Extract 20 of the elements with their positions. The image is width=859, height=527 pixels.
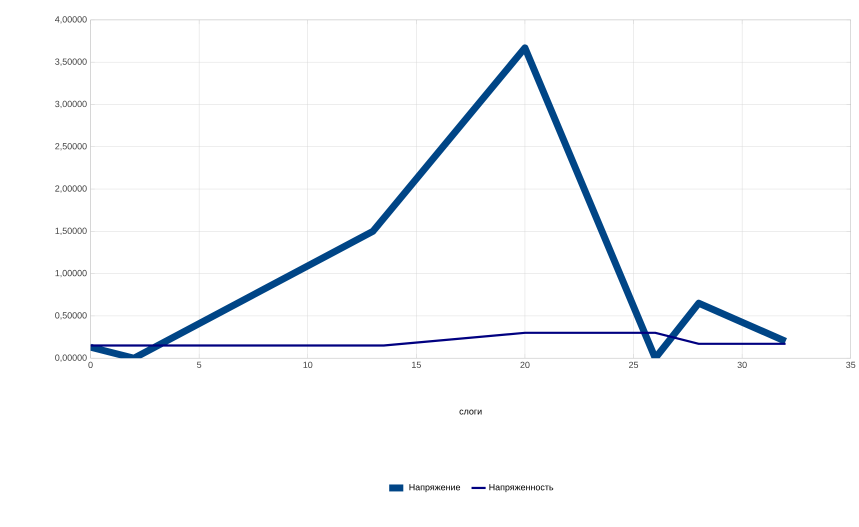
y-tick-label: 0,50000 [55,312,87,320]
y-tick-label: 2,50000 [55,142,87,150]
x-axis-title: слоги [460,409,482,414]
x-tick-label: 25 [629,362,638,368]
x-tick-label: 10 [303,362,312,368]
y-tick-label: 1,00000 [55,270,87,278]
y-tick-label: 1,50000 [55,227,87,235]
legend-label: Напряженность [489,484,554,492]
x-tick-label: 0 [88,362,93,368]
x-tick-label: 30 [738,362,747,368]
y-tick-label: 3,00000 [55,100,87,108]
legend-label: Напряжение [410,484,460,492]
x-tick-label: 20 [520,362,530,368]
x-tick-label: 35 [846,362,856,368]
y-tick-label: 3,50000 [55,58,87,66]
x-tick-label: 15 [412,362,421,368]
y-tick-label: 2,00000 [55,185,87,193]
y-tick-label: 4,00000 [55,16,87,24]
y-tick-label: 0,00000 [55,354,87,362]
x-tick-label: 5 [197,362,202,368]
